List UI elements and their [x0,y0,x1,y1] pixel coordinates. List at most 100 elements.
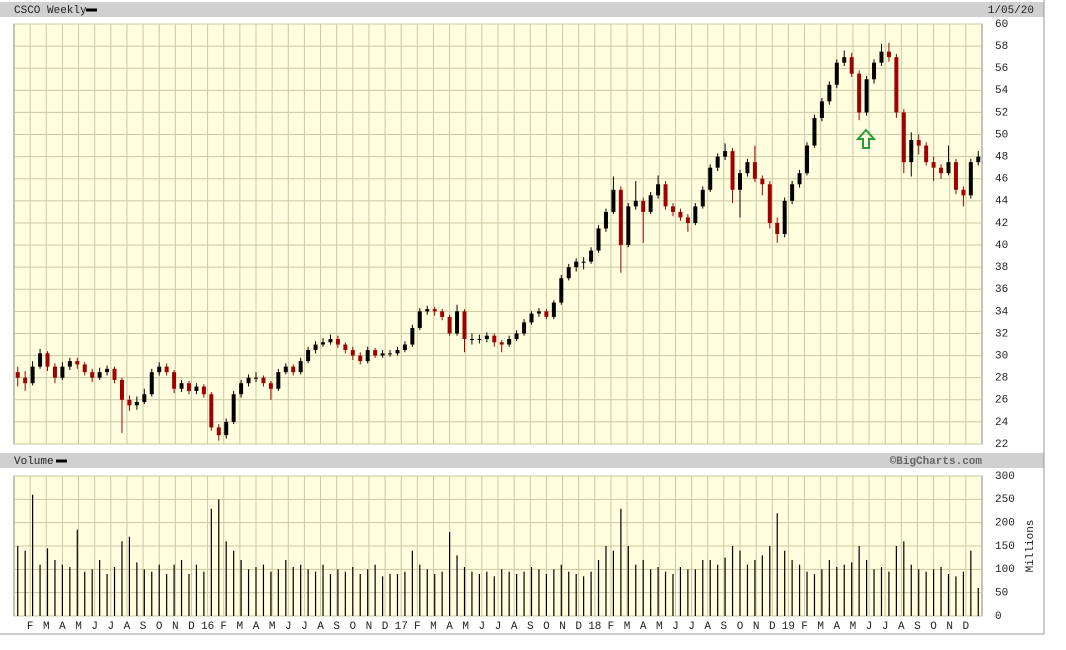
candle-body [30,366,35,384]
candle-body [782,200,787,234]
candle-body [916,140,921,146]
candle-body [343,344,348,351]
candle-body [775,222,780,234]
y-tick-label: 50 [995,129,1008,141]
candle-body [544,311,549,317]
candle-body [797,173,802,185]
x-tick-label: D [963,621,970,633]
x-tick-label: J [107,621,114,633]
x-tick-label: J [301,621,308,633]
candle-body [112,368,117,380]
chart-title: CSCO Weekly [14,5,87,17]
x-tick-label: S [140,621,147,633]
candle-body [276,372,281,389]
y-tick-label: 48 [995,152,1008,164]
x-tick-label: M [624,621,631,633]
candle-body [127,399,132,406]
x-tick-label: N [946,621,953,633]
candle-body [105,368,110,373]
x-tick-label: F [27,621,34,633]
candle-body [291,366,296,373]
candle-body [909,140,914,163]
y-tick-label: 26 [995,395,1008,407]
candle-body [790,184,795,201]
candle-body [216,427,221,436]
x-tick-label: S [914,621,921,633]
y-tick-label: 100 [995,564,1015,576]
candle-body [201,386,206,395]
annotation-arrow [855,128,877,149]
x-tick-label: M [237,621,244,633]
candle-body [313,344,318,351]
candle-body [961,189,966,196]
candle-body [254,377,258,379]
candle-body [172,372,177,389]
x-tick-label: J [285,621,292,633]
candle-body [261,377,266,384]
y-tick-label: 22 [995,439,1008,451]
candle-body [522,322,527,334]
x-tick-label: O [156,621,163,633]
y-tick-label: 46 [995,174,1008,186]
candle-body [499,342,504,345]
candle-body [745,162,750,174]
x-tick-label: D [188,621,195,633]
candle-body [805,145,810,174]
candle-body [953,162,958,190]
candle-body [90,372,95,378]
candle-body [819,101,824,118]
candle-body [425,309,430,312]
candle-body [82,364,87,373]
candle-body [469,339,474,340]
candle-body [365,350,370,362]
candle-body [119,379,124,400]
candle-body [968,162,973,196]
candle-body [97,372,102,378]
candle-body [402,344,407,351]
x-tick-label: J [495,621,502,633]
candle-body [395,350,400,354]
y-tick-label: 200 [995,518,1015,530]
candle-body [514,333,519,339]
x-tick-label: O [930,621,937,633]
x-tick-label: A [124,621,131,633]
y-tick-label: 40 [995,240,1008,252]
x-tick-label: J [91,621,98,633]
x-tick-label: M [269,621,276,633]
x-tick-label: 18 [588,621,601,633]
candle-body [872,62,877,80]
x-tick-label: D [382,621,389,633]
candle-body [559,278,564,303]
x-tick-label: N [559,621,566,633]
x-tick-label: A [511,621,518,633]
candle-body [886,51,891,58]
candle-body [670,206,675,212]
chart-date: 1/05/20 [988,5,1034,17]
candle-body [827,84,832,102]
candle-body [589,250,594,262]
candle-body [455,311,460,334]
header-bar [0,2,1044,17]
candle-body [373,350,378,356]
x-tick-label: O [349,621,356,633]
y-tick-label: 24 [995,417,1009,429]
x-tick-label: N [366,621,373,633]
x-tick-label: O [543,621,550,633]
candle-body [730,151,735,190]
y-tick-label: 52 [995,107,1008,119]
candle-body [685,217,690,223]
candle-body [693,206,698,223]
candle-body [388,353,393,355]
candle-body [708,167,713,190]
x-tick-label: F [608,621,615,633]
y-tick-label: 36 [995,284,1008,296]
candle-body [738,173,742,190]
candle-body [410,327,415,345]
candle-body [894,57,899,113]
candle-body [268,383,273,389]
candle-body [477,339,482,340]
candle-body [38,353,43,367]
candle-body [75,361,80,365]
